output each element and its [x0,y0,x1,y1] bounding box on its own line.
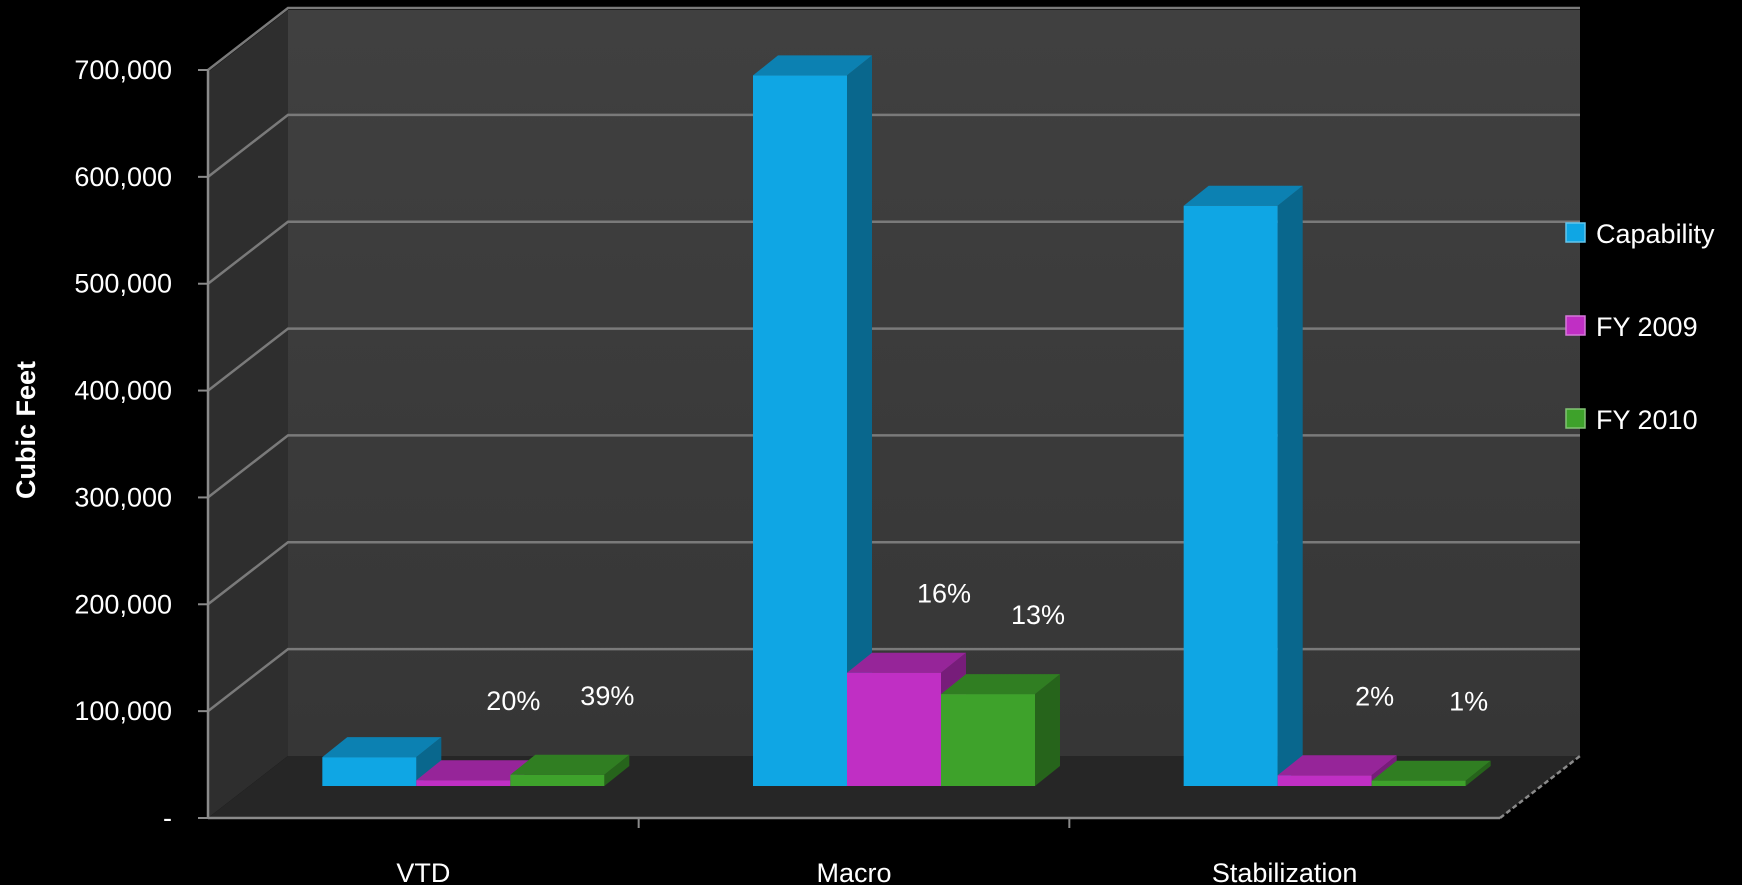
bars [322,55,1491,787]
legend-label: Capability [1596,219,1715,249]
bar-top [510,754,630,775]
data-labels: 20% 39% 16% 13% 2% 1% [486,579,1488,717]
gridline [207,434,1580,499]
legend-swatch [1565,315,1586,336]
legend-item: FY 2009 [1565,312,1698,342]
gridline [207,6,1580,71]
bar-top [847,652,966,673]
bar-front [753,75,847,786]
bar-side [1277,185,1303,787]
bar-top [322,737,442,758]
bar-side [604,754,630,786]
bar-top [941,674,1060,695]
bar-front [1183,205,1278,786]
bar-front [941,694,1035,786]
x-tick-label: Macro [816,858,891,885]
legend-swatch [1565,222,1586,243]
y-tick-label: - [163,803,172,833]
bar-top [1277,755,1397,776]
gridline [207,220,1580,285]
axes: - 100,000 200,000 300,000 400,000 500,000 600,… [11,55,1581,885]
legend-label: FY 2010 [1596,405,1698,435]
bar-front [510,774,605,786]
bar-side [416,737,442,786]
data-label: 39% [580,681,634,711]
gridline [207,327,1580,392]
data-label: 13% [1011,600,1065,630]
gridline [207,541,1580,606]
y-axis-title: Cubic Feet [11,361,41,499]
data-label: 16% [917,579,971,609]
x-axis-depth-line [1499,755,1581,819]
bar-front [1277,775,1372,786]
bar-top [416,760,536,781]
bar-front [322,757,417,786]
bar-side [1465,760,1491,786]
bar [1371,760,1491,786]
bar-front [847,672,941,786]
gridlines [207,6,1580,713]
side-wall [208,10,288,818]
legend-swatch [1565,408,1586,429]
y-tick-label: 400,000 [74,376,172,406]
y-tick-label: 600,000 [74,162,172,192]
data-label: 20% [486,686,540,716]
legend-label: FY 2009 [1596,312,1698,342]
back-wall [288,10,1580,756]
legend-item: FY 2010 [1565,405,1698,435]
y-tick-label: 700,000 [74,55,172,85]
bar-side [847,55,872,786]
y-tick-label: 500,000 [74,269,172,299]
bar-side [1035,674,1060,786]
data-label: 2% [1355,681,1394,711]
legend: Capability FY 2009 FY 2010 [1565,219,1715,435]
bar-top [1183,185,1303,206]
y-tick-label: 100,000 [74,696,172,726]
gridline [207,647,1580,713]
legend-item: Capability [1565,219,1715,249]
gridline [207,113,1580,178]
y-tick-label: 300,000 [74,482,172,512]
y-tick-label: 200,000 [74,589,172,619]
bar [1183,185,1303,787]
bar [322,737,442,786]
bar-top [1371,760,1491,781]
bar-front [416,780,511,786]
bar [941,674,1060,786]
x-tick-label: Stabilization [1212,858,1358,885]
bar [510,754,630,786]
bar-front [1371,780,1466,786]
data-label: 1% [1449,687,1488,717]
bar-top [753,55,872,76]
bar [753,55,872,786]
x-tick-label: VTD [396,858,450,885]
